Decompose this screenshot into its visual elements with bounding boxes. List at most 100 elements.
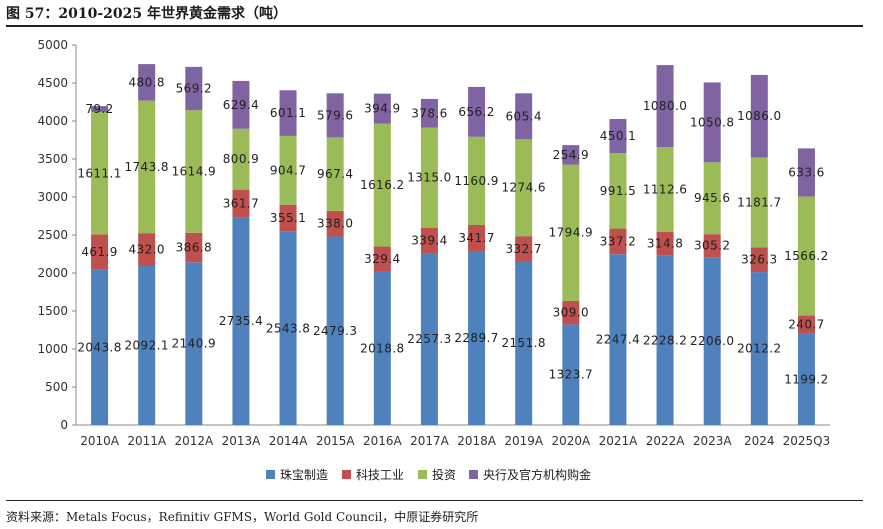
data-label: 355.1 <box>270 211 306 225</box>
data-label: 461.9 <box>81 245 117 259</box>
legend-swatch <box>266 470 275 479</box>
x-tick-label: 2023A <box>693 434 733 448</box>
y-tick-label: 0 <box>60 418 68 432</box>
bar-segment <box>562 300 580 325</box>
data-label: 79.2 <box>85 102 113 116</box>
legend-label: 珠宝制造 <box>280 468 328 482</box>
data-label: 1794.9 <box>549 226 593 240</box>
data-label: 394.9 <box>364 102 400 116</box>
chart-legend: 珠宝制造 科技工业 投资 央行及官方机构购金 <box>266 467 591 482</box>
data-label: 1743.8 <box>124 160 168 174</box>
data-label: 329.4 <box>364 252 400 266</box>
bar-segment <box>279 231 297 425</box>
data-label: 337.2 <box>600 234 636 248</box>
y-tick-label: 1500 <box>37 304 68 318</box>
data-label: 2257.3 <box>407 332 451 346</box>
bar-segment <box>656 231 674 256</box>
data-label: 2247.4 <box>596 333 640 347</box>
bar-segment <box>232 128 250 190</box>
bar-segment <box>750 272 768 425</box>
data-label: 904.7 <box>270 163 306 177</box>
bar-segment <box>326 236 344 425</box>
data-label: 339.4 <box>411 234 447 248</box>
bar-segment <box>515 236 533 262</box>
data-label: 1614.9 <box>172 165 216 179</box>
data-label: 450.1 <box>600 129 636 143</box>
data-label: 991.5 <box>600 184 636 198</box>
bar-segment <box>373 123 391 247</box>
legend-label: 投资 <box>432 467 456 482</box>
bar-segment <box>703 257 721 425</box>
bar-segment <box>703 162 721 235</box>
bar-segment <box>515 139 533 237</box>
bar-segment <box>468 250 486 425</box>
data-label: 326.3 <box>741 253 777 267</box>
data-label: 2543.8 <box>266 321 310 335</box>
data-label: 2151.8 <box>501 336 545 350</box>
data-label: 579.6 <box>317 108 353 122</box>
bar-segment <box>562 164 580 301</box>
bar-segment <box>326 137 344 211</box>
data-label: 1050.8 <box>690 115 734 129</box>
bar-segment <box>138 64 156 101</box>
x-tick-label: 2020A <box>551 434 591 448</box>
x-tick-label: 2015A <box>316 434 356 448</box>
x-tick-label: 2021A <box>599 434 639 448</box>
data-label: 361.7 <box>223 196 259 210</box>
bar-segment <box>468 136 486 226</box>
data-label: 341.7 <box>458 231 494 245</box>
bar-segment <box>420 98 438 128</box>
x-tick-label: 2017A <box>410 434 450 448</box>
legend-swatch <box>342 470 351 479</box>
data-label: 338.0 <box>317 217 353 231</box>
x-tick-label: 2024 <box>744 434 775 448</box>
bar-segment <box>562 145 580 165</box>
data-label: 601.1 <box>270 106 306 120</box>
data-label: 656.2 <box>458 105 494 119</box>
bar-segment <box>326 93 344 138</box>
data-label: 2735.4 <box>219 314 263 328</box>
y-tick-label: 500 <box>45 380 68 394</box>
data-label: 633.6 <box>788 165 824 179</box>
data-label: 1611.1 <box>77 166 121 180</box>
data-label: 2479.3 <box>313 324 357 338</box>
bar-segment <box>609 119 627 154</box>
bar-segment <box>468 86 486 137</box>
bar-segment <box>373 246 391 272</box>
data-label: 945.6 <box>694 191 730 205</box>
data-label: 240.7 <box>788 318 824 332</box>
bar-segment <box>420 127 438 228</box>
bar-segment <box>656 255 674 425</box>
data-label: 1199.2 <box>784 372 828 386</box>
legend-swatch <box>469 470 478 479</box>
data-label: 254.9 <box>553 148 589 162</box>
bar-segment <box>609 254 627 425</box>
data-label: 605.4 <box>506 109 542 123</box>
legend-swatch <box>418 470 427 479</box>
data-label: 2043.8 <box>77 340 121 354</box>
data-label: 1080.0 <box>643 99 687 113</box>
bar-segment <box>562 324 580 425</box>
bar-segment <box>91 112 109 235</box>
y-tick-label: 4000 <box>37 114 68 128</box>
data-label: 1181.7 <box>737 195 781 209</box>
bar-segment <box>609 228 627 255</box>
figure-title: 图 57：2010-2025 年世界黄金需求（吨） <box>6 6 287 22</box>
data-label: 2140.9 <box>172 337 216 351</box>
bar-segment <box>138 266 156 425</box>
bar-segment <box>185 66 203 111</box>
x-tick-label: 2019A <box>504 434 544 448</box>
bar-segment <box>279 90 297 136</box>
y-tick-label: 1000 <box>37 342 68 356</box>
bar-segment <box>279 204 297 232</box>
bar-segment <box>609 153 627 229</box>
bar-segment <box>468 225 486 251</box>
bar-segment <box>326 210 344 237</box>
data-label: 800.9 <box>223 152 259 166</box>
legend-label: 科技工业 <box>356 468 404 482</box>
data-label: 1086.0 <box>737 109 781 123</box>
data-label: 305.2 <box>694 239 730 253</box>
x-tick-label: 2010A <box>80 434 120 448</box>
data-label: 2012.2 <box>737 342 781 356</box>
bar-segment <box>515 93 533 140</box>
